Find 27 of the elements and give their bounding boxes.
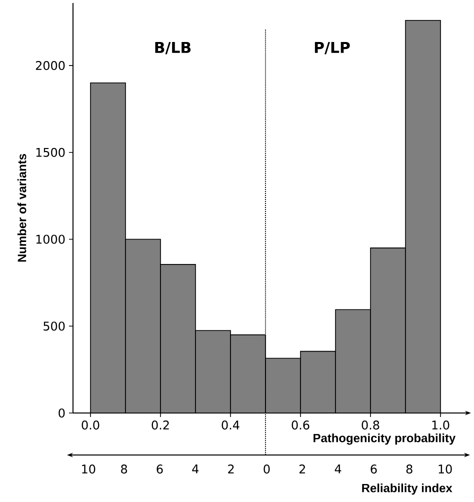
x2-axis-title: Reliability index (362, 484, 452, 495)
x2-tick-label: 2 (228, 464, 234, 474)
y-tick-label: 1500 (36, 148, 65, 157)
x-axis-title: Pathogenicity probability (314, 434, 456, 445)
y-tick-label: 0 (58, 408, 65, 418)
x2-tick-label: 6 (156, 464, 163, 474)
x2-tick-label: 8 (406, 464, 412, 474)
x-tick-label: 0.4 (222, 420, 240, 430)
x2-tick-label: 0 (264, 464, 270, 474)
y-axis-title: Number of variants (17, 154, 26, 262)
y-tick-label: 500 (44, 322, 65, 331)
x2-tick-label: 2 (299, 464, 305, 474)
x2-tick-label: 6 (370, 464, 377, 474)
x-tick-label: 0.8 (362, 420, 380, 430)
x-tick-label: 1.0 (432, 420, 450, 430)
x-tick-label: 0.0 (82, 420, 100, 430)
x2-tick-label: 4 (334, 464, 342, 474)
annotation: P/LP (314, 42, 350, 54)
y-tick-label: 2000 (36, 61, 65, 70)
x2-tick-label: 4 (192, 464, 199, 474)
annotation: B/LB (155, 42, 191, 54)
x2-tick-label: 10 (82, 464, 96, 474)
x2-tick-label: 10 (438, 464, 452, 474)
x-tick-label: 0.2 (152, 420, 169, 430)
y-tick-label: 1000 (36, 234, 65, 244)
x2-tick-label: 8 (121, 464, 128, 474)
x-tick-label: 0.6 (292, 420, 310, 430)
